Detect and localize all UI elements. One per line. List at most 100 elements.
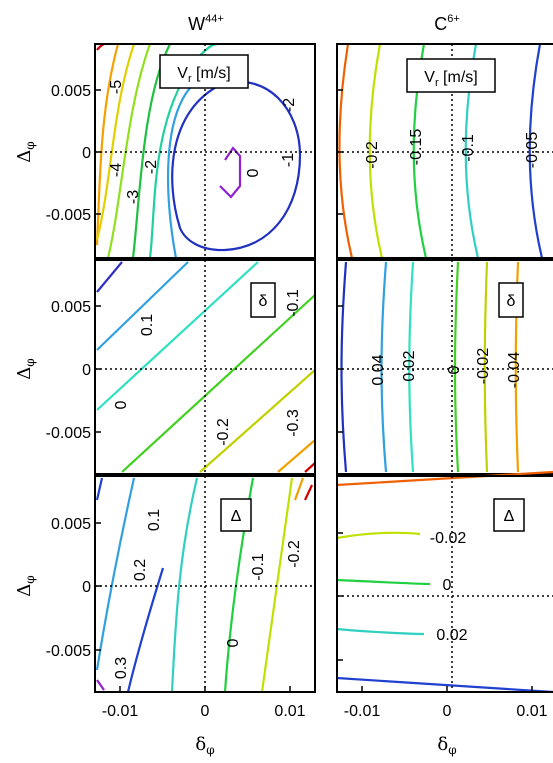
contour-line — [304, 462, 316, 473]
contour-label: 0.3 — [113, 657, 130, 679]
contour-line — [336, 578, 431, 586]
contour-line — [106, 43, 152, 259]
contour-labels: 0.1 0.2 0.3 0 -0.1 -0.2 — [113, 509, 303, 679]
panel-label: Vr [m/s] — [177, 65, 230, 85]
contour-label: 0.2 — [132, 559, 149, 581]
contour-line — [260, 477, 294, 693]
contour-label: -0.04 — [506, 352, 523, 389]
contour-line — [166, 79, 199, 259]
contour-label: -0.1 — [460, 134, 477, 162]
contour-line — [95, 43, 136, 241]
contour-line — [95, 43, 120, 246]
contour-label: 0.04 — [370, 354, 387, 385]
contour-line — [219, 146, 242, 199]
contour-labels: 0.04 0.02 0 -0.02 -0.04 — [370, 348, 523, 389]
x-tick-label: -0.01 — [102, 703, 139, 720]
contour-line — [171, 80, 302, 252]
contour-label: -1 — [280, 153, 297, 167]
x-tick-label: 0.01 — [516, 703, 547, 720]
contour-label: -0.3 — [285, 409, 302, 437]
contour-label: 0.02 — [401, 350, 418, 381]
y-tick-label: -0.005 — [46, 425, 91, 442]
panel-label: δ — [259, 293, 268, 310]
contour-label: -3 — [125, 190, 142, 204]
y-tick-label: 0.005 — [51, 83, 91, 100]
y-axis-right-ticks — [337, 89, 343, 661]
contour-line — [96, 261, 259, 411]
contour-label: -5 — [108, 80, 125, 94]
contour-label: -4 — [108, 163, 125, 177]
contour-line — [96, 261, 189, 351]
y-tick-label: 0 — [82, 145, 91, 162]
panel-label-box — [220, 498, 252, 532]
contour-line — [368, 43, 384, 259]
x-axis-title: δφ — [195, 734, 214, 757]
y-tick-label: 0.005 — [51, 299, 91, 316]
y-axis-title: Δφ — [14, 575, 37, 596]
contour-line — [340, 261, 348, 473]
contour-line — [336, 531, 421, 540]
contour-label: -0.05 — [524, 132, 541, 169]
contour-label: -0.02 — [430, 530, 467, 547]
x-tick-label: 0 — [201, 703, 210, 720]
x-tick-label: -0.01 — [344, 703, 381, 720]
contour-label: -0.2 — [364, 141, 381, 169]
contour-label: -0.15 — [408, 129, 425, 166]
contour-line — [199, 369, 316, 473]
panel-label: Vr [m/s] — [424, 69, 477, 89]
contour-label: 0.1 — [139, 314, 156, 336]
panel-label-box — [498, 282, 524, 318]
col-title-w44: W44+ — [188, 13, 224, 34]
panel-c6-vr: -0.2 -0.15 -0.1 -0.05 Vr [m/s] — [336, 43, 553, 259]
panel-label: Δ — [504, 508, 515, 525]
contour-label: 0 — [446, 365, 463, 374]
contour-line — [96, 679, 105, 691]
x-axis-title: δφ — [437, 734, 456, 757]
contour-line — [453, 261, 460, 473]
contour-line — [336, 470, 553, 487]
contour-line — [408, 261, 415, 473]
x-axis-left: -0.01 0 0.01 δφ — [102, 686, 306, 757]
panel-w44-Delta: 0.1 0.2 0.3 0 -0.1 -0.2 Δ — [94, 475, 316, 693]
contour-line — [121, 294, 316, 473]
col-title-c6: C6+ — [434, 13, 460, 34]
contour-labels: -5 -4 -3 -2 -2 -1 0 — [108, 80, 298, 204]
panel-label-box — [406, 58, 496, 93]
contour-label: -0.1 — [285, 289, 302, 317]
y-tick-label: -0.005 — [46, 643, 91, 660]
contour-line — [148, 42, 219, 259]
contour-label: -0.2 — [215, 418, 232, 446]
contour-label: -0.1 — [250, 553, 267, 581]
contour-label: 0.02 — [436, 627, 467, 644]
contour-label: -2 — [143, 160, 160, 174]
x-tick-label: 0 — [443, 703, 452, 720]
contour-labels: 0.1 0 -0.1 -0.2 -0.3 — [113, 289, 302, 446]
y-tick-label: 0.005 — [51, 516, 91, 533]
y-tick-label: 0 — [82, 362, 91, 379]
contour-label: 0 — [113, 400, 130, 409]
contour-line — [96, 261, 123, 293]
contour-line — [170, 477, 199, 693]
panel-label-box — [250, 282, 276, 318]
contour-line — [293, 477, 305, 501]
x-tick-label: 0.01 — [274, 703, 305, 720]
contour-label: 0 — [245, 168, 262, 177]
panel-label: δ — [507, 293, 516, 310]
panel-w44-vr: -5 -4 -3 -2 -2 -1 0 Vr [m/s] — [94, 42, 316, 259]
contour-label: -2 — [281, 98, 298, 112]
contour-line — [483, 261, 489, 473]
panel-label-box — [159, 54, 249, 89]
contour-line — [528, 43, 544, 259]
contour-label: 0 — [225, 638, 242, 647]
y-tick-label: -0.005 — [46, 207, 91, 224]
y-axis-left: 0.005 0 -0.005 0.005 0 -0.005 0.005 0 -0… — [14, 83, 101, 660]
contour-labels: -0.2 -0.15 -0.1 -0.05 — [364, 129, 541, 169]
panel-c6-delta: 0.04 0.02 0 -0.02 -0.04 δ — [336, 259, 553, 475]
contour-line — [126, 567, 165, 693]
contour-lines — [95, 477, 313, 693]
y-axis-title: Δφ — [14, 141, 37, 162]
contour-line — [380, 261, 388, 473]
contour-labels: -0.02 0 0.02 — [430, 530, 468, 644]
panel-label: Δ — [231, 508, 242, 525]
